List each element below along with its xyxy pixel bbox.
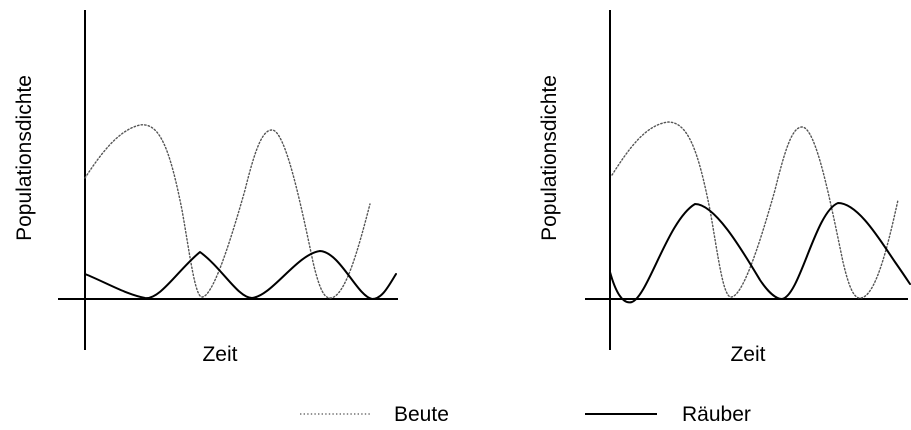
- left-predator-curve: [84, 250, 397, 300]
- left-panel: Populationsdichte Zeit: [13, 10, 398, 366]
- left-y-axis-title: Populationsdichte: [13, 75, 36, 241]
- legend-predator-label: Räuber: [682, 403, 751, 426]
- left-x-axis-title: Zeit: [202, 343, 237, 366]
- right-predator-curve: [609, 202, 911, 304]
- legend-prey-label: Beute: [394, 403, 449, 426]
- left-prey-curve: [84, 124, 371, 299]
- right-prey-curve: [611, 121, 899, 299]
- right-panel: Populationsdichte Zeit: [538, 10, 911, 366]
- legend: Beute Räuber: [300, 403, 751, 426]
- right-y-axis-title: Populationsdichte: [538, 75, 561, 241]
- right-x-axis-title: Zeit: [730, 343, 765, 366]
